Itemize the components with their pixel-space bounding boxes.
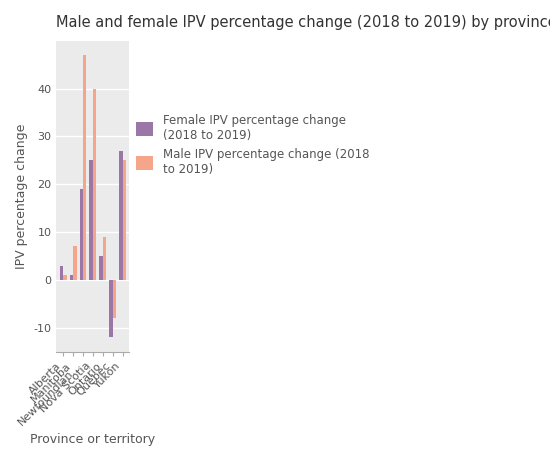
Bar (90, 160, 93, 280)
Bar (60, 266, 63, 280)
Bar (80, 189, 83, 280)
Bar (103, 237, 106, 280)
Bar (63, 275, 67, 280)
Bar (73, 247, 76, 280)
Bar (100, 256, 103, 280)
Bar (119, 151, 123, 280)
Bar (123, 160, 126, 280)
Bar (93, 89, 96, 280)
X-axis label: Province or territory: Province or territory (30, 433, 156, 446)
Y-axis label: IPV percentage change: IPV percentage change (15, 124, 28, 269)
Bar (83, 55, 86, 280)
Legend: Female IPV percentage change
(2018 to 2019), Male IPV percentage change (2018
to: Female IPV percentage change (2018 to 20… (131, 109, 374, 181)
Bar (109, 280, 113, 337)
Bar (70, 275, 73, 280)
Bar (113, 280, 116, 318)
Text: Male and female IPV percentage change (2018 to 2019) by province or territory: Male and female IPV percentage change (2… (57, 15, 550, 30)
